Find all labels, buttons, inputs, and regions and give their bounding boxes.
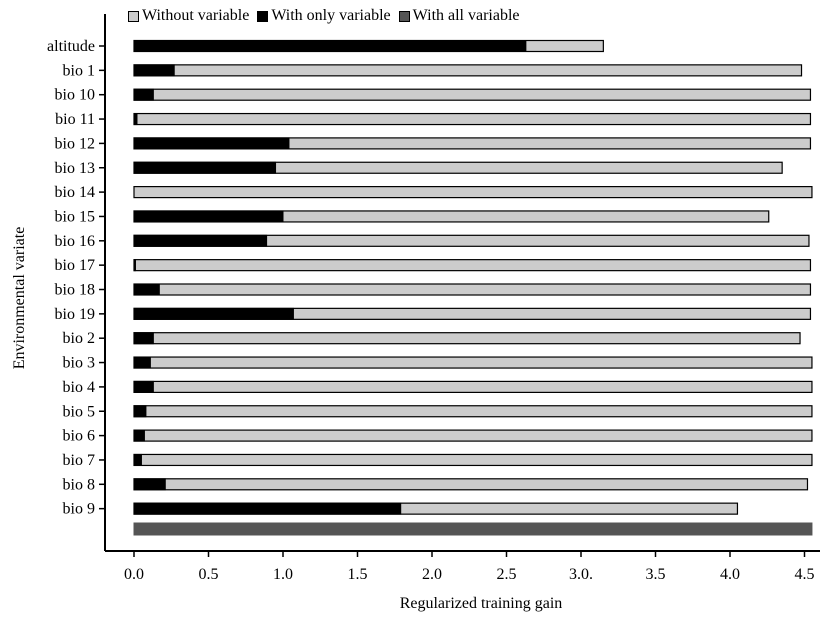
- bar-with-only-variable-bio-19: [133, 307, 294, 320]
- y-tick-label-bio-8: bio 8: [63, 476, 95, 493]
- bar-without-variable-bio-14: [133, 186, 813, 199]
- bar-with-only-variable-bio-12: [133, 137, 290, 150]
- x-tick-label-8: 4.0: [720, 566, 740, 583]
- y-tick-label-bio-13: bio 13: [55, 160, 95, 177]
- y-tick-label-bio-10: bio 10: [55, 87, 95, 104]
- x-tick-label-9: 4.5: [795, 566, 815, 583]
- y-tick-label-bio-16: bio 16: [55, 233, 95, 250]
- legend-swatch-with-all-variable: [398, 10, 410, 22]
- bar-with-only-variable-bio-17: [133, 259, 136, 272]
- y-tick-label-bio-17: bio 17: [55, 257, 95, 274]
- bar-without-variable-bio-7: [133, 453, 813, 467]
- legend-item-without-variable: Without variable: [128, 7, 249, 25]
- y-tick-label-bio-5: bio 5: [63, 403, 95, 420]
- bar-with-only-variable-bio-10: [133, 88, 154, 101]
- bar-without-variable-bio-18: [133, 283, 812, 296]
- bar-without-variable-bio-2: [133, 332, 801, 345]
- bar-with-only-variable-bio-11: [133, 113, 138, 126]
- y-tick-label-bio-6: bio 6: [63, 428, 95, 445]
- bar-with-only-variable-altitude: [133, 40, 527, 52]
- y-tick-label-bio-14: bio 14: [55, 184, 95, 201]
- bar-with-only-variable-bio-18: [133, 283, 160, 296]
- legend-item-with-only-variable: With only variable: [257, 7, 391, 25]
- x-axis-title-wrap: Regularized training gain: [0, 595, 836, 613]
- legend-label-with-all-variable: With all variable: [412, 7, 520, 24]
- bar-with-only-variable-bio-8: [133, 478, 166, 491]
- bar-without-variable-bio-6: [133, 429, 813, 442]
- y-axis-title: Environmental variate: [11, 226, 28, 370]
- bar-without-variable-bio-3: [133, 356, 813, 369]
- bar-without-variable-bio-11: [133, 112, 812, 126]
- bar-with-only-variable-bio-2: [133, 332, 154, 345]
- x-tick-label-2: 1.0: [273, 566, 293, 583]
- y-tick-label-bio-4: bio 4: [63, 379, 95, 396]
- bar-with-only-variable-bio-16: [133, 234, 268, 247]
- x-tick-label-6: 3.0.: [569, 566, 593, 583]
- y-tick-label-bio-11: bio 11: [55, 111, 95, 128]
- bar-with-only-variable-bio-3: [133, 356, 151, 369]
- legend-item-with-all-variable: With all variable: [398, 7, 520, 25]
- bar-with-only-variable-bio-6: [133, 429, 145, 442]
- bar-with-only-variable-bio-7: [133, 453, 142, 466]
- y-tick-label-bio-12: bio 12: [55, 135, 95, 152]
- x-tick-label-1: 0.5: [199, 566, 219, 583]
- bar-without-variable-bio-8: [133, 478, 809, 491]
- x-tick-label-7: 3.5: [646, 566, 666, 583]
- bar-with-only-variable-bio-4: [133, 380, 154, 393]
- y-tick-label-bio-15: bio 15: [55, 208, 95, 225]
- legend-swatch-without-variable: [128, 10, 139, 22]
- bar-without-variable-bio-4: [133, 380, 813, 393]
- bar-with-only-variable-bio-13: [133, 161, 277, 174]
- legend-label-with-only-variable: With only variable: [271, 7, 391, 24]
- bar-with-all-variable: [133, 522, 813, 536]
- bar-without-variable-bio-17: [133, 259, 812, 272]
- bar-with-only-variable-bio-1: [133, 64, 175, 77]
- legend: Without variable With only variable With…: [128, 6, 528, 26]
- bar-without-variable-bio-5: [133, 405, 813, 418]
- y-tick-label-bio-3: bio 3: [63, 355, 95, 372]
- y-tick-label-bio-1: bio 1: [63, 62, 95, 79]
- y-tick-label-bio-7: bio 7: [63, 452, 95, 469]
- x-tick-label-3: 1.5: [348, 566, 368, 583]
- y-tick-label-bio-9: bio 9: [63, 501, 95, 518]
- x-tick-label-0: 0.0: [124, 566, 144, 583]
- legend-swatch-with-only-variable: [257, 10, 269, 22]
- bar-with-only-variable-bio-15: [133, 210, 284, 223]
- y-tick-label-altitude: altitude: [47, 38, 95, 55]
- y-tick-label-bio-2: bio 2: [63, 330, 95, 347]
- bar-with-only-variable-bio-9: [133, 502, 402, 515]
- bar-without-variable-bio-1: [133, 64, 803, 77]
- y-tick-label-bio-18: bio 18: [55, 282, 95, 299]
- x-axis-title: Regularized training gain: [399, 595, 563, 612]
- legend-label-without-variable: Without variable: [142, 7, 250, 24]
- y-tick-label-bio-19: bio 19: [55, 306, 95, 323]
- x-tick-label-5: 2.5: [497, 566, 517, 583]
- bar-without-variable-bio-10: [133, 88, 812, 101]
- x-tick-label-4: 2.0: [422, 566, 442, 583]
- bar-with-only-variable-bio-5: [133, 405, 147, 418]
